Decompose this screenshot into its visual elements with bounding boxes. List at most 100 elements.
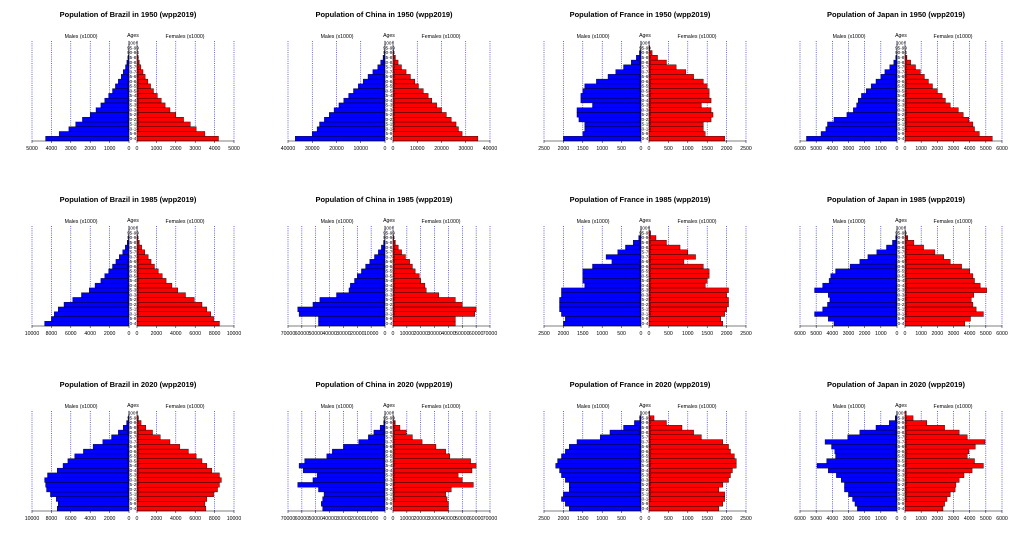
tick-label: 0 [896, 146, 899, 152]
bar-male [867, 254, 898, 260]
bar-male [617, 249, 642, 255]
tick-label: 1500 [701, 331, 713, 337]
age-group-label: 70-74 [895, 254, 907, 259]
tick-label: 10000 [364, 516, 379, 522]
bar-male [559, 467, 642, 474]
bar-female [392, 429, 407, 436]
age-group-label: 90-94 [383, 420, 395, 425]
bar-male [127, 240, 130, 246]
bar-male [569, 486, 642, 493]
bar-male [822, 306, 898, 312]
bar-male [333, 107, 386, 113]
bar-male [853, 107, 898, 113]
tick-label: 1500 [701, 516, 713, 522]
age-group-label: 30-34 [639, 477, 651, 482]
chart-title: Population of France in 1950 (wpp2019) [570, 10, 711, 19]
bar-male [128, 415, 130, 421]
bar-male [312, 301, 386, 308]
bar-female [392, 69, 407, 75]
age-group-label: 65-69 [383, 259, 395, 264]
tick-label: 8000 [46, 516, 58, 522]
bar-male [318, 321, 386, 327]
pyramid-chart: Population of France in 1985 (wpp2019) Ma… [538, 195, 752, 337]
age-group-label: 20-24 [639, 487, 651, 492]
tick-label: 2000 [84, 146, 96, 152]
bar-male [379, 425, 386, 431]
age-group-label: 95-99 [127, 415, 139, 420]
bar-female [904, 55, 908, 61]
males-axis-label: Males (x1000) [65, 219, 98, 225]
age-group-label: 40-44 [383, 98, 395, 103]
age-group-label: 50-54 [639, 88, 651, 93]
tick-label: 1000 [682, 516, 694, 522]
bar-female [648, 472, 731, 478]
bar-female [136, 292, 186, 298]
age-group-label: 95-99 [127, 45, 139, 50]
bar-female [392, 425, 401, 431]
tick-label: 30000 [459, 146, 474, 152]
bar-female [904, 116, 970, 123]
bar-female [136, 107, 171, 113]
age-group-label: 5-9 [386, 316, 393, 321]
chart-title: Population of China in 2020 (wpp2019) [315, 380, 453, 389]
bar-female [648, 311, 725, 317]
age-group-label: 5-9 [898, 131, 905, 136]
tick-label: 40000 [322, 331, 337, 337]
age-group-label: 50-54 [639, 273, 651, 278]
age-group-label: 55-59 [127, 269, 139, 274]
age-group-label: 50-54 [127, 273, 139, 278]
tick-label: 6000 [189, 331, 201, 337]
bar-male [844, 482, 898, 488]
bar-male [816, 463, 898, 469]
pyramid-chart: Population of Brazil in 1985 (wpp2019) Ma… [25, 195, 242, 337]
tick-label: 0 [640, 331, 643, 337]
age-group-label: 70-74 [127, 439, 139, 444]
tick-label: 50000 [455, 516, 470, 522]
bar-male [319, 297, 386, 303]
tick-label: 2000 [104, 331, 116, 337]
bar-male [828, 467, 898, 474]
bar-female [392, 482, 474, 488]
bar-female [136, 467, 212, 474]
age-group-label: 85-89 [895, 240, 907, 245]
bar-male [561, 472, 642, 478]
tick-label: 3000 [948, 331, 960, 337]
bar-female [904, 287, 987, 293]
age-group-label: 95-99 [639, 415, 651, 420]
chart-title: Population of France in 1985 (wpp2019) [570, 195, 711, 204]
ages-label: Ages [895, 218, 907, 224]
bar-male [321, 501, 386, 507]
tick-label: 500 [617, 331, 626, 337]
bar-male [580, 97, 642, 104]
age-group-label: 15-19 [639, 492, 651, 497]
age-group-label: 100+ [384, 41, 395, 46]
tick-label: 6000 [65, 331, 77, 337]
age-group-label: 35-39 [127, 473, 139, 478]
bar-female [904, 254, 944, 260]
age-group-label: 10-14 [383, 126, 395, 131]
age-group-label: 100+ [640, 411, 651, 416]
age-group-label: 55-59 [639, 84, 651, 89]
bar-female [648, 297, 729, 303]
age-group-label: 10-14 [895, 126, 907, 131]
age-group-label: 45-49 [895, 93, 907, 98]
bar-male [94, 282, 130, 289]
males-axis-label: Males (x1000) [833, 34, 866, 40]
bar-male [74, 453, 130, 459]
bar-female [648, 501, 723, 507]
bar-female [648, 136, 725, 142]
age-group-label: 35-39 [639, 288, 651, 293]
age-group-label: 80-84 [127, 430, 139, 435]
tick-label: 2000 [558, 331, 570, 337]
females-axis-label: Females (x1000) [678, 219, 717, 225]
age-group-label: 65-69 [127, 259, 139, 264]
bar-female [904, 235, 908, 241]
bar-female [904, 496, 948, 502]
age-group-label: 0-4 [642, 136, 649, 141]
age-group-label: 40-44 [127, 98, 139, 103]
tick-label: 1000 [915, 516, 927, 522]
ages-label: Ages [127, 218, 139, 224]
bar-female [904, 263, 962, 270]
females-axis-label: Females (x1000) [166, 404, 205, 410]
bar-female [136, 235, 139, 241]
